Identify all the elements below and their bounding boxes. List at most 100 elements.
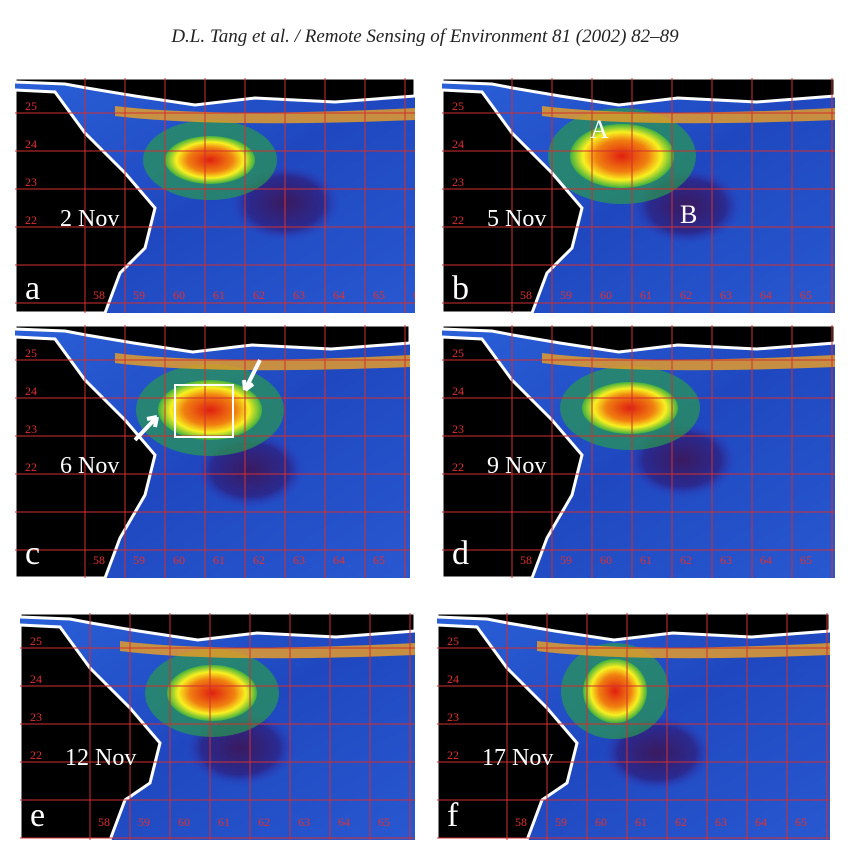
longitude-label: 60 [600,553,612,567]
longitude-label: 63 [720,553,732,567]
coastal-bloom [120,641,415,659]
longitude-label: 59 [560,288,572,302]
annotation: A [590,115,609,144]
latitude-label: 23 [452,422,464,436]
longitude-label: 59 [560,553,572,567]
arrow [133,415,159,442]
latitude-label: 25 [30,634,42,648]
land-north [15,325,410,354]
longitude-label: 59 [138,815,150,829]
longitude-label: 64 [760,553,772,567]
longitude-label: 65 [373,553,385,567]
longitude-label: 59 [133,288,145,302]
panel-letter: a [25,270,40,307]
longitude-label: 62 [675,815,687,829]
image-panel: 25 24 23 22 58 59 60 61 62 63 64 65 66 5 Nov b A B [442,78,850,313]
longitude-label: 65 [800,553,812,567]
panel-date: 5 Nov [487,206,546,232]
longitude-label: 58 [93,288,105,302]
longitude-label: 62 [253,288,265,302]
longitude-label: 63 [298,815,310,829]
longitude-label: 60 [595,815,607,829]
highlight-box [174,384,234,438]
land-north [437,613,830,642]
longitude-label: 59 [555,815,567,829]
longitude-label: 63 [715,815,727,829]
longitude-label: 60 [173,288,185,302]
coastal-bloom [115,353,410,371]
latitude-label: 22 [25,213,37,227]
panel-letter: f [447,797,459,834]
panel-date: 2 Nov [60,206,119,232]
longitude-label: 61 [213,553,225,567]
longitude-label: 58 [515,815,527,829]
panel-content: 25 24 23 22 58 59 60 61 62 63 64 65 66 9 Nov d [442,325,835,578]
longitude-label: 65 [378,815,390,829]
longitude-label: 66 [413,288,425,302]
latitude-label: 22 [447,748,459,762]
panel-letter: e [30,797,45,834]
longitude-label: 66 [418,815,430,829]
latitude-label: 25 [447,634,459,648]
land-north [20,613,415,642]
longitude-label: 61 [218,815,230,829]
longitude-label: 64 [333,553,345,567]
longitude-label: 66 [840,288,850,302]
panel-date: 9 Nov [487,453,546,479]
longitude-label: 62 [258,815,270,829]
longitude-label: 60 [178,815,190,829]
longitude-label: 63 [720,288,732,302]
arrow [242,359,262,392]
image-panel: 25 24 23 22 58 59 60 61 62 63 64 65 66 9 Nov d [442,325,835,578]
latitude-label: 23 [447,710,459,724]
latitude-label: 23 [30,710,42,724]
longitude-label: 65 [800,288,812,302]
coastal-bloom [542,106,835,124]
latitude-label: 22 [30,748,42,762]
longitude-label: 64 [755,815,767,829]
longitude-label: 62 [253,553,265,567]
panel-letter: d [452,535,469,572]
panel-date: 17 Nov [482,745,553,771]
citation: D.L. Tang et al. / Remote Sensing of Env… [170,26,679,47]
image-panel: 25 24 23 22 58 59 60 61 62 63 64 65 66 2 Nov a [15,78,425,313]
latitude-label: 24 [30,672,42,686]
latitude-label: 25 [25,99,37,113]
bloom [583,659,647,723]
image-panel: 25 24 23 22 58 59 60 61 62 63 64 65 66 17 Nov f [437,613,830,840]
longitude-label: 63 [293,288,305,302]
longitude-label: 64 [333,288,345,302]
longitude-label: 62 [680,288,692,302]
bloom [582,382,678,434]
panel-content: 25 24 23 22 58 59 60 61 62 63 64 65 66 2 Nov a [15,78,425,313]
latitude-label: 24 [447,672,459,686]
longitude-label: 63 [293,553,305,567]
land-north [442,325,835,354]
longitude-label: 65 [373,288,385,302]
bloom [167,665,257,721]
longitude-label: 64 [338,815,350,829]
panel-date: 6 Nov [60,453,119,479]
latitude-label: 24 [25,137,37,151]
land-north [442,78,835,107]
longitude-label: 60 [173,553,185,567]
coastal-bloom [542,353,835,371]
coastal-bloom [115,106,415,124]
latitude-label: 24 [25,384,37,398]
latitude-label: 25 [452,346,464,360]
latitude-label: 24 [452,137,464,151]
longitude-label: 61 [213,288,225,302]
longitude-label: 65 [795,815,807,829]
longitude-label: 58 [520,288,532,302]
latitude-label: 23 [25,175,37,189]
longitude-label: 58 [93,553,105,567]
latitude-label: 23 [452,175,464,189]
annotation: B [680,200,697,229]
image-panel: 25 24 23 22 58 59 60 61 62 63 64 65 66 6 Nov c [15,325,410,578]
panel-letter: b [452,270,469,307]
panel-content: 25 24 23 22 58 59 60 61 62 63 64 65 66 12 Nov e [20,613,430,840]
latitude-label: 25 [25,346,37,360]
panel-content: 25 24 23 22 58 59 60 61 62 63 64 65 66 6 Nov c [15,325,410,578]
longitude-label: 59 [133,553,145,567]
panel-content: 25 24 23 22 58 59 60 61 62 63 64 65 66 5 Nov b A B [442,78,850,313]
